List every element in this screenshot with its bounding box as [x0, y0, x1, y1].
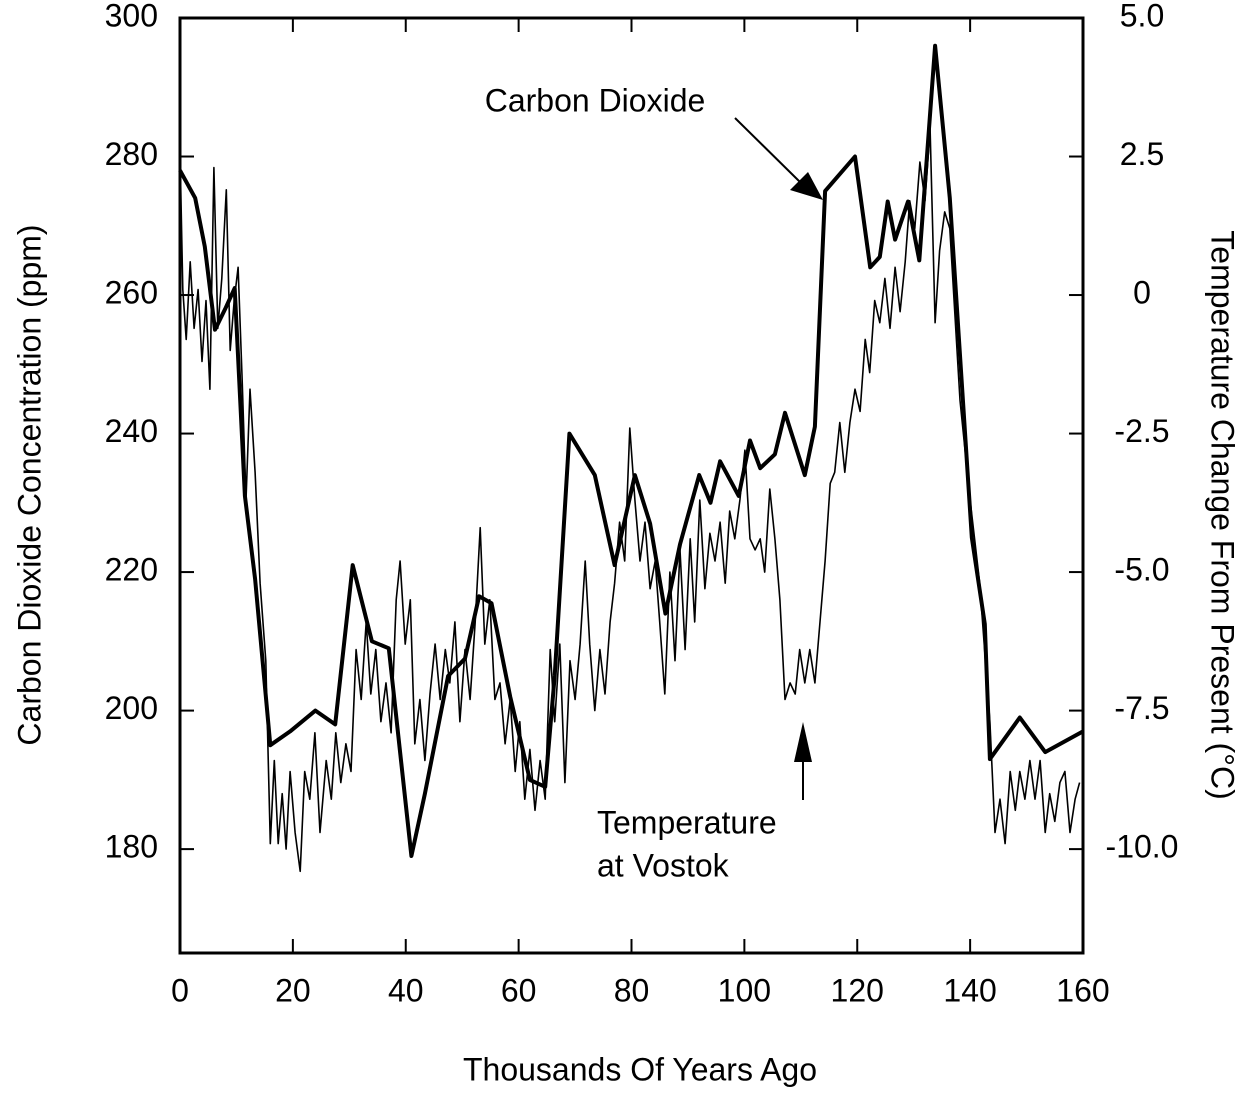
y2-tick-label: -10.0: [1106, 829, 1179, 865]
annotation-arrow: [734, 117, 801, 183]
y-axis-label: Carbon Dioxide Concentration (ppm): [11, 224, 47, 745]
y-tick-label: 180: [105, 829, 158, 865]
y2-tick-label: -7.5: [1114, 690, 1169, 726]
x-tick-label: 120: [831, 972, 884, 1008]
data-line: [179, 128, 1081, 873]
x-tick-label: 100: [718, 972, 771, 1008]
y-tick-label: 200: [105, 690, 158, 726]
arrow-head: [790, 172, 823, 200]
x-axis-label: Thousands Of Years Ago: [463, 1051, 817, 1087]
annotation: Temperature: [597, 804, 777, 840]
y-tick-label: 240: [105, 413, 158, 449]
y2-axis-label: Temperature Change From Present (°C): [1205, 230, 1241, 799]
annotation: at Vostok: [597, 847, 730, 883]
y2-tick-label: -5.0: [1114, 552, 1169, 588]
x-tick-label: 40: [388, 972, 424, 1008]
x-tick-label: 0: [171, 972, 189, 1008]
y-tick-label: 220: [105, 552, 158, 588]
x-tick-label: 20: [275, 972, 311, 1008]
y-tick-label: 300: [105, 0, 158, 33]
x-tick-label: 80: [614, 972, 650, 1008]
y2-tick-label: 2.5: [1120, 136, 1164, 172]
annotation: Carbon Dioxide: [485, 82, 706, 118]
y2-tick-label: -2.5: [1114, 413, 1169, 449]
x-tick-label: 160: [1056, 972, 1109, 1008]
y2-tick-label: 0: [1133, 274, 1151, 310]
data-line: [178, 43, 1084, 858]
y-tick-label: 280: [105, 136, 158, 172]
x-tick-label: 140: [943, 972, 996, 1008]
y2-tick-label: 5.0: [1120, 0, 1164, 33]
x-tick-label: 60: [501, 972, 537, 1008]
arrow-head: [794, 722, 812, 762]
y-tick-label: 260: [105, 274, 158, 310]
